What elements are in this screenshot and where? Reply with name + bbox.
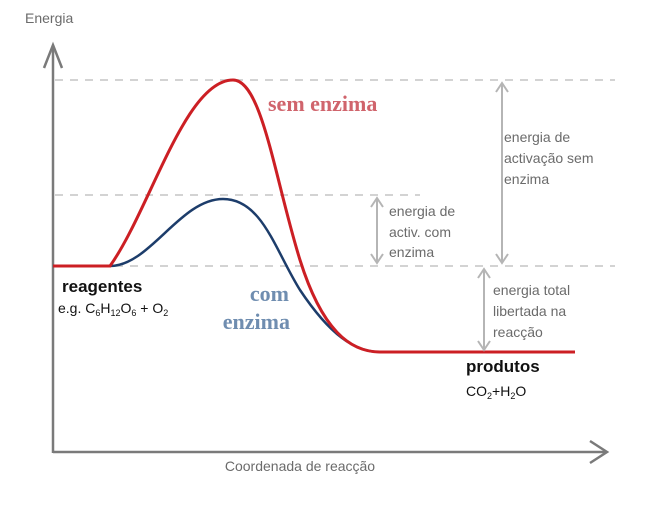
svg-text:energia total: energia total [493, 282, 570, 298]
arrow-activation-with [370, 196, 384, 265]
svg-text:activ. com: activ. com [389, 224, 451, 240]
reactants-formula: e.g. C6H12O6 + O2 [58, 300, 168, 318]
curve-without-enzyme [53, 78, 575, 354]
svg-text:enzima: enzima [389, 244, 434, 260]
svg-text:libertada na: libertada na [493, 303, 566, 319]
label-with-enzyme-1: com [250, 281, 289, 306]
x-axis [53, 439, 610, 465]
reactants-title: reagentes [62, 277, 142, 296]
svg-text:energia de: energia de [504, 129, 570, 145]
products-formula: CO2+H2O [466, 383, 526, 401]
svg-text:enzima: enzima [504, 171, 549, 187]
arrow-total-released [477, 267, 491, 352]
svg-text:energia de: energia de [389, 203, 455, 219]
arrow-activation-without [495, 81, 509, 265]
annotation-activation-with: energia de activ. com enzima [389, 203, 455, 260]
y-axis [42, 41, 64, 453]
annotation-total-released: energia total libertada na reacção [493, 282, 570, 340]
products-title: produtos [466, 357, 540, 376]
y-axis-label: Energia [25, 10, 73, 26]
annotation-activation-without: energia de activação sem enzima [504, 129, 593, 187]
label-without-enzyme: sem enzima [268, 91, 377, 116]
label-with-enzyme-2: enzima [223, 309, 290, 334]
x-axis-label: Coordenada de reacção [225, 458, 375, 474]
svg-text:activação sem: activação sem [504, 150, 593, 166]
curve-with-enzyme [53, 197, 381, 354]
svg-text:reacção: reacção [493, 324, 543, 340]
